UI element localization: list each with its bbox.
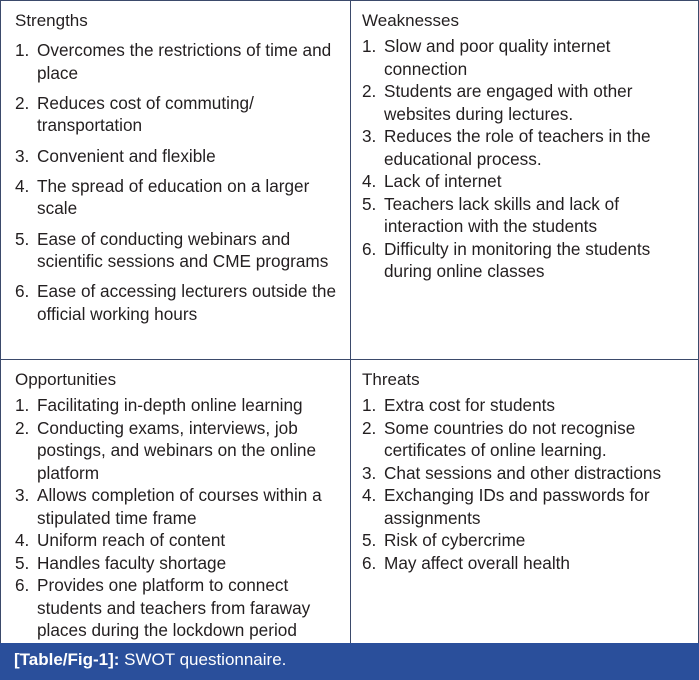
list-item: 5. Risk of cybercrime: [362, 529, 688, 552]
item-number: 4.: [362, 171, 377, 191]
item-number: 2.: [15, 92, 30, 113]
weaknesses-list: 1. Slow and poor quality internet connect…: [362, 35, 688, 283]
threats-cell: Threats 1. Extra cost for students 2. Some c…: [351, 360, 698, 643]
item-number: 6.: [15, 281, 30, 302]
item-text: Ease of conducting webinars and scientif…: [37, 228, 329, 272]
item-text: Reduces the role of teachers in the educ…: [384, 126, 651, 169]
item-text: Facilitating in-depth online learning: [37, 395, 303, 415]
strengths-heading: Strengths: [15, 11, 88, 30]
item-number: 1.: [15, 395, 30, 415]
list-item: 1. Facilitating in-depth online learning: [15, 394, 340, 417]
opportunities-cell: Opportunities 1. Facilitating in-depth onl…: [1, 360, 351, 643]
item-number: 6.: [362, 552, 377, 573]
item-number: 3.: [362, 462, 377, 483]
list-item: 4. The spread of education on a larger sc…: [15, 175, 340, 220]
swot-table: Strengths 1. Overcomes the restrictions of…: [0, 0, 699, 644]
item-number: 3.: [362, 126, 377, 146]
list-item: 3. Convenient and flexible: [15, 145, 340, 168]
item-text: Students are engaged with other websites…: [384, 81, 633, 124]
item-number: 4.: [15, 530, 30, 550]
item-number: 1.: [362, 36, 377, 56]
item-text: Ease of accessing lecturers outside the …: [37, 281, 337, 324]
item-number: 2.: [362, 417, 377, 438]
list-item: 2. Reduces cost of commuting/ transportat…: [15, 92, 340, 137]
item-text: Extra cost for students: [384, 395, 555, 415]
item-number: 3.: [15, 145, 30, 166]
list-item: 2. Some countries do not recognise certif…: [362, 417, 688, 462]
item-text: Difficulty in monitoring the students du…: [384, 238, 651, 282]
figure-caption: [Table/Fig-1]: SWOT questionnaire.: [0, 643, 699, 680]
caption-text: SWOT questionnaire.: [119, 650, 287, 669]
item-text: Some countries do not recognise certific…: [384, 417, 636, 461]
item-text: May affect overall health: [384, 552, 570, 573]
list-item: 6. Difficulty in monitoring the students …: [362, 238, 688, 283]
strengths-cell: Strengths 1. Overcomes the restrictions of…: [1, 1, 351, 360]
list-item: 3. Reduces the role of teachers in the ed…: [362, 125, 688, 170]
item-text: Provides one platform to connect student…: [37, 575, 311, 640]
list-item: 5. Ease of conducting webinars and scient…: [15, 228, 340, 273]
list-item: 6. Ease of accessing lecturers outside th…: [15, 280, 340, 325]
caption-label: [Table/Fig-1]:: [14, 650, 120, 669]
item-text: Conducting exams, interviews, job postin…: [37, 417, 317, 483]
item-text: Handles faculty shortage: [37, 552, 227, 573]
item-number: 5.: [362, 530, 377, 550]
weaknesses-cell: Weaknesses 1. Slow and poor quality intern…: [351, 1, 698, 360]
list-item: 2. Students are engaged with other websit…: [362, 80, 688, 125]
item-text: Slow and poor quality internet connectio…: [384, 36, 611, 79]
item-text: Lack of internet: [384, 171, 502, 191]
list-item: 1. Overcomes the restrictions of time and…: [15, 39, 340, 84]
item-number: 1.: [362, 395, 377, 415]
item-text: Risk of cybercrime: [384, 530, 526, 550]
list-item: 5. Teachers lack skills and lack of inter…: [362, 193, 688, 238]
item-number: 4.: [362, 485, 377, 505]
item-text: Teachers lack skills and lack of interac…: [384, 193, 619, 237]
item-text: Uniform reach of content: [37, 530, 226, 550]
list-item: 2. Conducting exams, interviews, job post…: [15, 417, 340, 485]
item-text: Chat sessions and other distractions: [384, 462, 662, 483]
item-number: 2.: [15, 417, 30, 438]
opportunities-heading: Opportunities: [15, 370, 117, 389]
item-number: 6.: [362, 238, 377, 259]
threats-list: 1. Extra cost for students 2. Some countrie…: [362, 394, 688, 574]
item-number: 3.: [15, 485, 30, 505]
list-item: 5. Handles faculty shortage: [15, 552, 340, 575]
opportunities-list: 1. Facilitating in-depth online learning 2…: [15, 394, 340, 642]
strengths-list: 1. Overcomes the restrictions of time and…: [15, 39, 340, 325]
item-number: 5.: [15, 552, 30, 573]
item-text: Exchanging IDs and passwords for assignm…: [384, 485, 650, 528]
weaknesses-heading: Weaknesses: [362, 11, 460, 30]
item-text: The spread of education on a larger scal…: [37, 175, 310, 219]
list-item: 4. Lack of internet: [362, 170, 688, 193]
item-text: Allows completion of courses within a st…: [37, 485, 322, 528]
list-item: 3. Chat sessions and other distractions: [362, 462, 688, 485]
threats-heading: Threats: [362, 370, 420, 389]
list-item: 1. Extra cost for students: [362, 394, 688, 417]
item-number: 5.: [362, 193, 377, 214]
item-number: 1.: [15, 40, 30, 60]
item-number: 6.: [15, 575, 30, 595]
list-item: 6. May affect overall health: [362, 552, 688, 575]
list-item: 4. Uniform reach of content: [15, 529, 340, 552]
item-number: 5.: [15, 228, 30, 249]
list-item: 6. Provides one platform to connect stude…: [15, 574, 340, 642]
list-item: 3. Allows completion of courses within a …: [15, 484, 340, 529]
item-number: 2.: [362, 81, 377, 101]
item-text: Reduces cost of commuting/ transportatio…: [37, 92, 254, 136]
list-item: 1. Slow and poor quality internet connect…: [362, 35, 688, 80]
item-text: Convenient and flexible: [37, 145, 216, 166]
item-text: Overcomes the restrictions of time and p…: [37, 40, 332, 83]
item-number: 4.: [15, 175, 30, 196]
list-item: 4. Exchanging IDs and passwords for assig…: [362, 484, 688, 529]
